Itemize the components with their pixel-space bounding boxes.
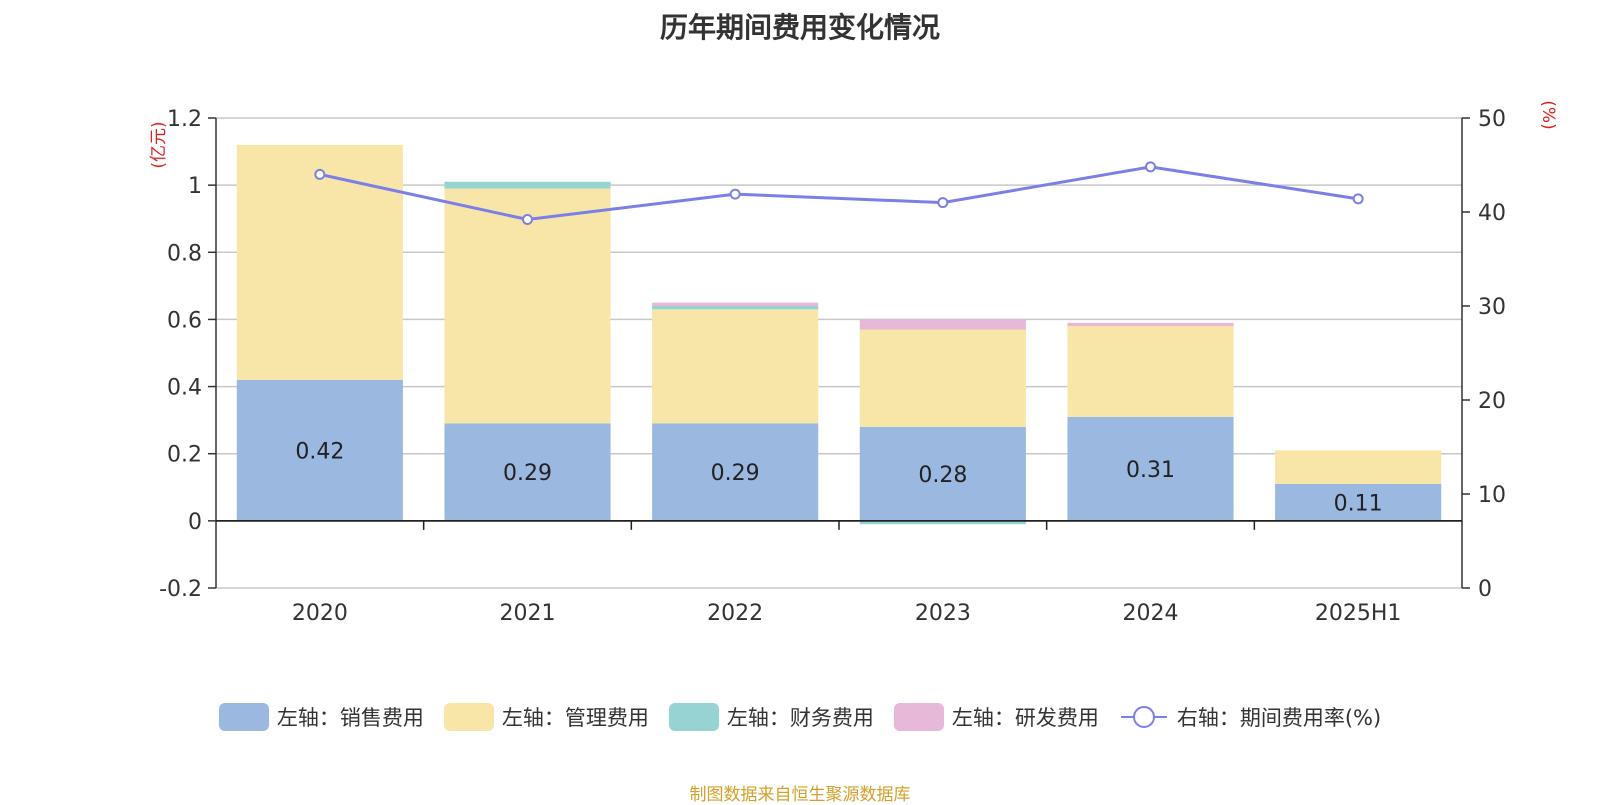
- data-label: 0.29: [711, 461, 760, 486]
- bar-2023-series-0: [859, 426, 1026, 521]
- grid-lines: [216, 117, 1462, 589]
- right-axis-tick-label: 50: [1478, 107, 1506, 132]
- legend-item-rnd[interactable]: 左轴：研发费用: [893, 702, 1099, 732]
- bar-2024-series-3: [1067, 322, 1234, 327]
- bar-2021-series-1: [444, 188, 611, 424]
- legend-swatch-rnd: [893, 703, 944, 731]
- data-label: 0.42: [295, 439, 344, 464]
- category-label: 2025H1: [1315, 601, 1402, 626]
- bar-2022-series-1: [652, 309, 819, 424]
- bar-2024-series-0: [1067, 416, 1234, 521]
- legend-swatch-finance: [668, 703, 719, 731]
- category-label: 2023: [915, 601, 971, 626]
- right-axis-tick-label: 10: [1478, 483, 1506, 508]
- chart-title: 历年期间费用变化情况: [659, 11, 940, 44]
- legend: 左轴：销售费用 左轴：管理费用 左轴：财务费用 左轴：研发费用 右轴：期间费用率…: [0, 702, 1600, 732]
- bar-2022-series-2: [652, 306, 819, 310]
- rate-point: [522, 214, 533, 226]
- left-axis-tick-label: 1.2: [167, 107, 202, 132]
- left-axis-tick-label: 0: [188, 510, 202, 535]
- data-label: 0.31: [1126, 458, 1175, 483]
- bar-2024-series-1: [1067, 326, 1234, 417]
- chart-plot: -0.2 0 0.2 0.4 0.6 0.8 1 1.2 0 10 20 30 40 50 2020 2021…: [149, 100, 1558, 626]
- right-axis-tick-label: 40: [1478, 201, 1506, 226]
- bar-2020-series-0: [236, 379, 403, 521]
- category-label: 2020: [292, 601, 348, 626]
- right-axis-tick-label: 20: [1478, 389, 1506, 414]
- right-axis-tick-label: 0: [1478, 577, 1492, 602]
- legend-item-rate[interactable]: 右轴：期间费用率(%): [1119, 702, 1381, 732]
- bar-2023-series-1: [859, 329, 1026, 427]
- bar-2025H1-series-1: [1275, 450, 1442, 484]
- legend-label-rate: 右轴：期间费用率(%): [1176, 706, 1382, 730]
- legend-swatch-rate: [1120, 706, 1167, 728]
- left-axis-tick-label: 0.4: [167, 376, 202, 401]
- legend-swatch-admin: [443, 703, 494, 731]
- axes: -0.2 0 0.2 0.4 0.6 0.8 1 1.2 0 10 20 30 40 50 2020 2021…: [159, 107, 1506, 626]
- legend-item-sales[interactable]: 左轴：销售费用: [218, 702, 424, 732]
- left-axis-tick-label: 0.6: [167, 308, 202, 333]
- legend-label-sales: 左轴：销售费用: [276, 706, 424, 730]
- legend-item-admin[interactable]: 左轴：管理费用: [443, 702, 649, 732]
- legend-swatch-sales: [218, 703, 269, 731]
- data-labels: 0.42 0.29 0.29 0.28 0.31 0.11: [295, 439, 1382, 516]
- bars: [236, 144, 1442, 525]
- legend-label-admin: 左轴：管理费用: [501, 706, 649, 730]
- right-axis-tick-label: 30: [1478, 295, 1506, 320]
- bar-2020-series-1: [236, 144, 403, 380]
- bar-2023-series-3: [859, 319, 1026, 330]
- left-axis-tick-label: 1: [188, 174, 202, 199]
- left-axis-tick-label: 0.2: [167, 443, 202, 468]
- bar-2021-series-2: [444, 181, 611, 189]
- category-label: 2024: [1123, 601, 1179, 626]
- bar-2022-series-3: [652, 302, 819, 306]
- bar-2021-series-0: [444, 423, 611, 521]
- left-axis-tick-label: 0.8: [167, 241, 202, 266]
- legend-label-rnd: 左轴：研发费用: [951, 706, 1099, 730]
- rate-point: [314, 168, 326, 180]
- bar-2025H1-series-0: [1275, 483, 1442, 521]
- data-label: 0.11: [1334, 491, 1383, 516]
- legend-item-finance[interactable]: 左轴：财务费用: [668, 702, 874, 732]
- rate-line: [314, 161, 1364, 226]
- rate-point: [1352, 193, 1364, 205]
- rate-line-path: [319, 165, 1359, 222]
- category-label: 2021: [500, 601, 556, 626]
- rate-point: [729, 188, 741, 200]
- data-label: 0.28: [918, 463, 967, 488]
- left-axis-unit-label: (亿元): [149, 121, 169, 168]
- bar-2022-series-0: [652, 423, 819, 521]
- rate-point: [1145, 161, 1156, 173]
- rate-point: [937, 197, 949, 209]
- legend-label-finance: 左轴：财务费用: [726, 706, 874, 730]
- category-label: 2022: [707, 601, 763, 626]
- bar-2023-series-2: [859, 520, 1026, 525]
- source-note: 制图数据来自恒生聚源数据库: [689, 785, 911, 805]
- right-axis-unit-label: (%): [1538, 100, 1558, 129]
- left-axis-tick-label: -0.2: [159, 577, 202, 602]
- data-label: 0.29: [503, 461, 552, 486]
